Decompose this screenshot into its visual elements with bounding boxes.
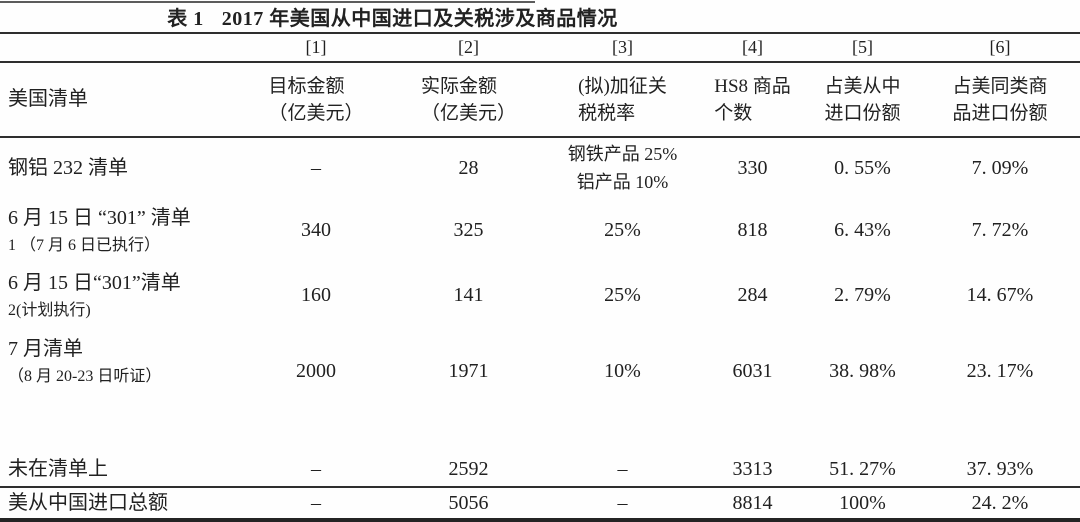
header-row: 美国清单 目标金额 （亿美元） 实际金额 （亿美元） (拟)加征关 税税率 HS… — [0, 62, 1080, 138]
cell-r2-c3: 25% — [604, 218, 641, 241]
cell-r3-c5: 2. 79% — [834, 283, 891, 306]
cell-r5-c1: – — [240, 452, 392, 488]
table-row-not-on-list: 未在清单上 – 2592 – 3313 51. 27% 37. 93% — [0, 452, 1080, 488]
table-row-steel-aluminum-232: 钢铝 232 清单 – 28 钢铁产品 25% 铝产品 10% 330 0. 5… — [0, 137, 1080, 198]
cell-r6-c2: 5056 — [392, 487, 545, 522]
cell-r3-c3: 25% — [604, 283, 641, 306]
cell-r2-c5: 6. 43% — [834, 218, 891, 241]
row-label: 钢铝 232 清单 — [8, 157, 128, 179]
cell-r4-c3: 10% — [604, 360, 641, 382]
table-number-label: 表 1 — [167, 7, 204, 30]
cell-r1-c1: – — [311, 156, 321, 179]
imports-tariff-table: [1] [2] [3] [4] [5] [6] 美国清单 目标金额 （亿美元） … — [0, 32, 1080, 522]
cell-r1-c4: 330 — [737, 156, 768, 179]
cell-r1-c3: 钢铁产品 25% 铝产品 10% — [567, 144, 678, 192]
row-label: 美从中国进口总额 — [0, 487, 240, 522]
table-row-301-list-1: 6 月 15 日 “301” 清单 1 （7 月 6 日已执行） 340 325 … — [0, 198, 1080, 262]
index-cell-1: [1] — [240, 32, 392, 63]
cell-r6-c6: 24. 2% — [920, 487, 1080, 522]
cell-r4-c5: 38. 98% — [829, 360, 896, 382]
index-cell-0 — [0, 32, 240, 63]
cell-r5-c3: – — [545, 452, 700, 488]
header-target-amount: 目标金额 （亿美元） — [240, 62, 392, 138]
cell-r2-c6: 7. 72% — [971, 218, 1029, 241]
cell-r1-c6: 7. 09% — [971, 156, 1029, 179]
header-tariff-rate: (拟)加征关 税税率 — [545, 62, 700, 138]
cell-r4-c1: 2000 — [296, 360, 336, 382]
index-cell-4: [4] — [700, 32, 805, 63]
cell-r6-c3: – — [545, 487, 700, 522]
row-label: 6 月 15 日“301”清单 2(计划执行) — [8, 271, 181, 319]
cell-r6-c5: 100% — [805, 487, 920, 522]
header-actual-amount: 实际金额 （亿美元） — [392, 62, 545, 138]
table-row-july-list: 7 月清单 （8 月 20-23 日听证） 2000 1971 10% 6031 … — [0, 328, 1080, 452]
header-hs8-count: HS8 商品 个数 — [700, 62, 805, 138]
cell-r1-c5: 0. 55% — [834, 156, 891, 179]
cell-r5-c6: 37. 93% — [920, 452, 1080, 488]
row-label: 7 月清单 （8 月 20-23 日听证） — [8, 338, 162, 385]
cell-r3-c6: 14. 67% — [966, 283, 1034, 306]
header-share-of-china-imports: 占美从中 进口份额 — [805, 62, 920, 138]
cell-r3-c2: 141 — [453, 283, 484, 306]
index-cell-5: [5] — [805, 32, 920, 63]
table-title-row: 表 1 2017 年美国从中国进口及关税涉及商品情况 — [0, 0, 785, 32]
cell-r6-c4: 8814 — [700, 487, 805, 522]
cell-r4-c6: 23. 17% — [966, 360, 1034, 382]
cell-r3-c4: 284 — [737, 283, 768, 306]
cell-r5-c5: 51. 27% — [805, 452, 920, 488]
cell-r3-c1: 160 — [301, 283, 331, 306]
table-title: 表 1 2017 年美国从中国进口及关税涉及商品情况 — [167, 2, 618, 31]
cell-r2-c1: 340 — [301, 218, 331, 241]
column-index-row: [1] [2] [3] [4] [5] [6] — [0, 32, 1080, 63]
table-row-301-list-2: 6 月 15 日“301”清单 2(计划执行) 160 141 25% 284 2… — [0, 262, 1080, 328]
cell-r2-c4: 818 — [737, 218, 768, 241]
table-row-total-imports: 美从中国进口总额 – 5056 – 8814 100% 24. 2% — [0, 487, 1080, 522]
table-title-text: 2017 年美国从中国进口及关税涉及商品情况 — [221, 7, 618, 30]
cell-r2-c2: 325 — [453, 218, 484, 241]
cell-r5-c4: 3313 — [700, 452, 805, 488]
cell-r5-c2: 2592 — [392, 452, 545, 488]
row-label: 未在清单上 — [0, 452, 240, 488]
cell-r4-c4: 6031 — [732, 360, 773, 382]
cell-r6-c1: – — [240, 487, 392, 522]
cell-r4-c2: 1971 — [448, 360, 489, 382]
row-label: 6 月 15 日 “301” 清单 1 （7 月 6 日已执行） — [8, 206, 191, 254]
cell-r1-c2: 28 — [458, 156, 479, 179]
header-share-of-similar-imports: 占美同类商 品进口份额 — [920, 62, 1080, 138]
index-cell-3: [3] — [545, 32, 700, 63]
index-cell-6: [6] — [920, 32, 1080, 63]
header-us-list: 美国清单 — [0, 62, 240, 138]
cropped-rule-fragment — [0, 1, 535, 3]
index-cell-2: [2] — [392, 32, 545, 63]
